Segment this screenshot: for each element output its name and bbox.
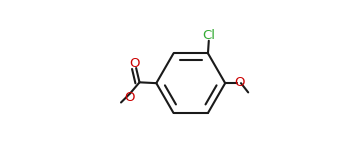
Text: O: O xyxy=(235,76,245,89)
Text: Cl: Cl xyxy=(203,29,216,42)
Text: O: O xyxy=(130,57,140,70)
Text: O: O xyxy=(125,91,135,104)
